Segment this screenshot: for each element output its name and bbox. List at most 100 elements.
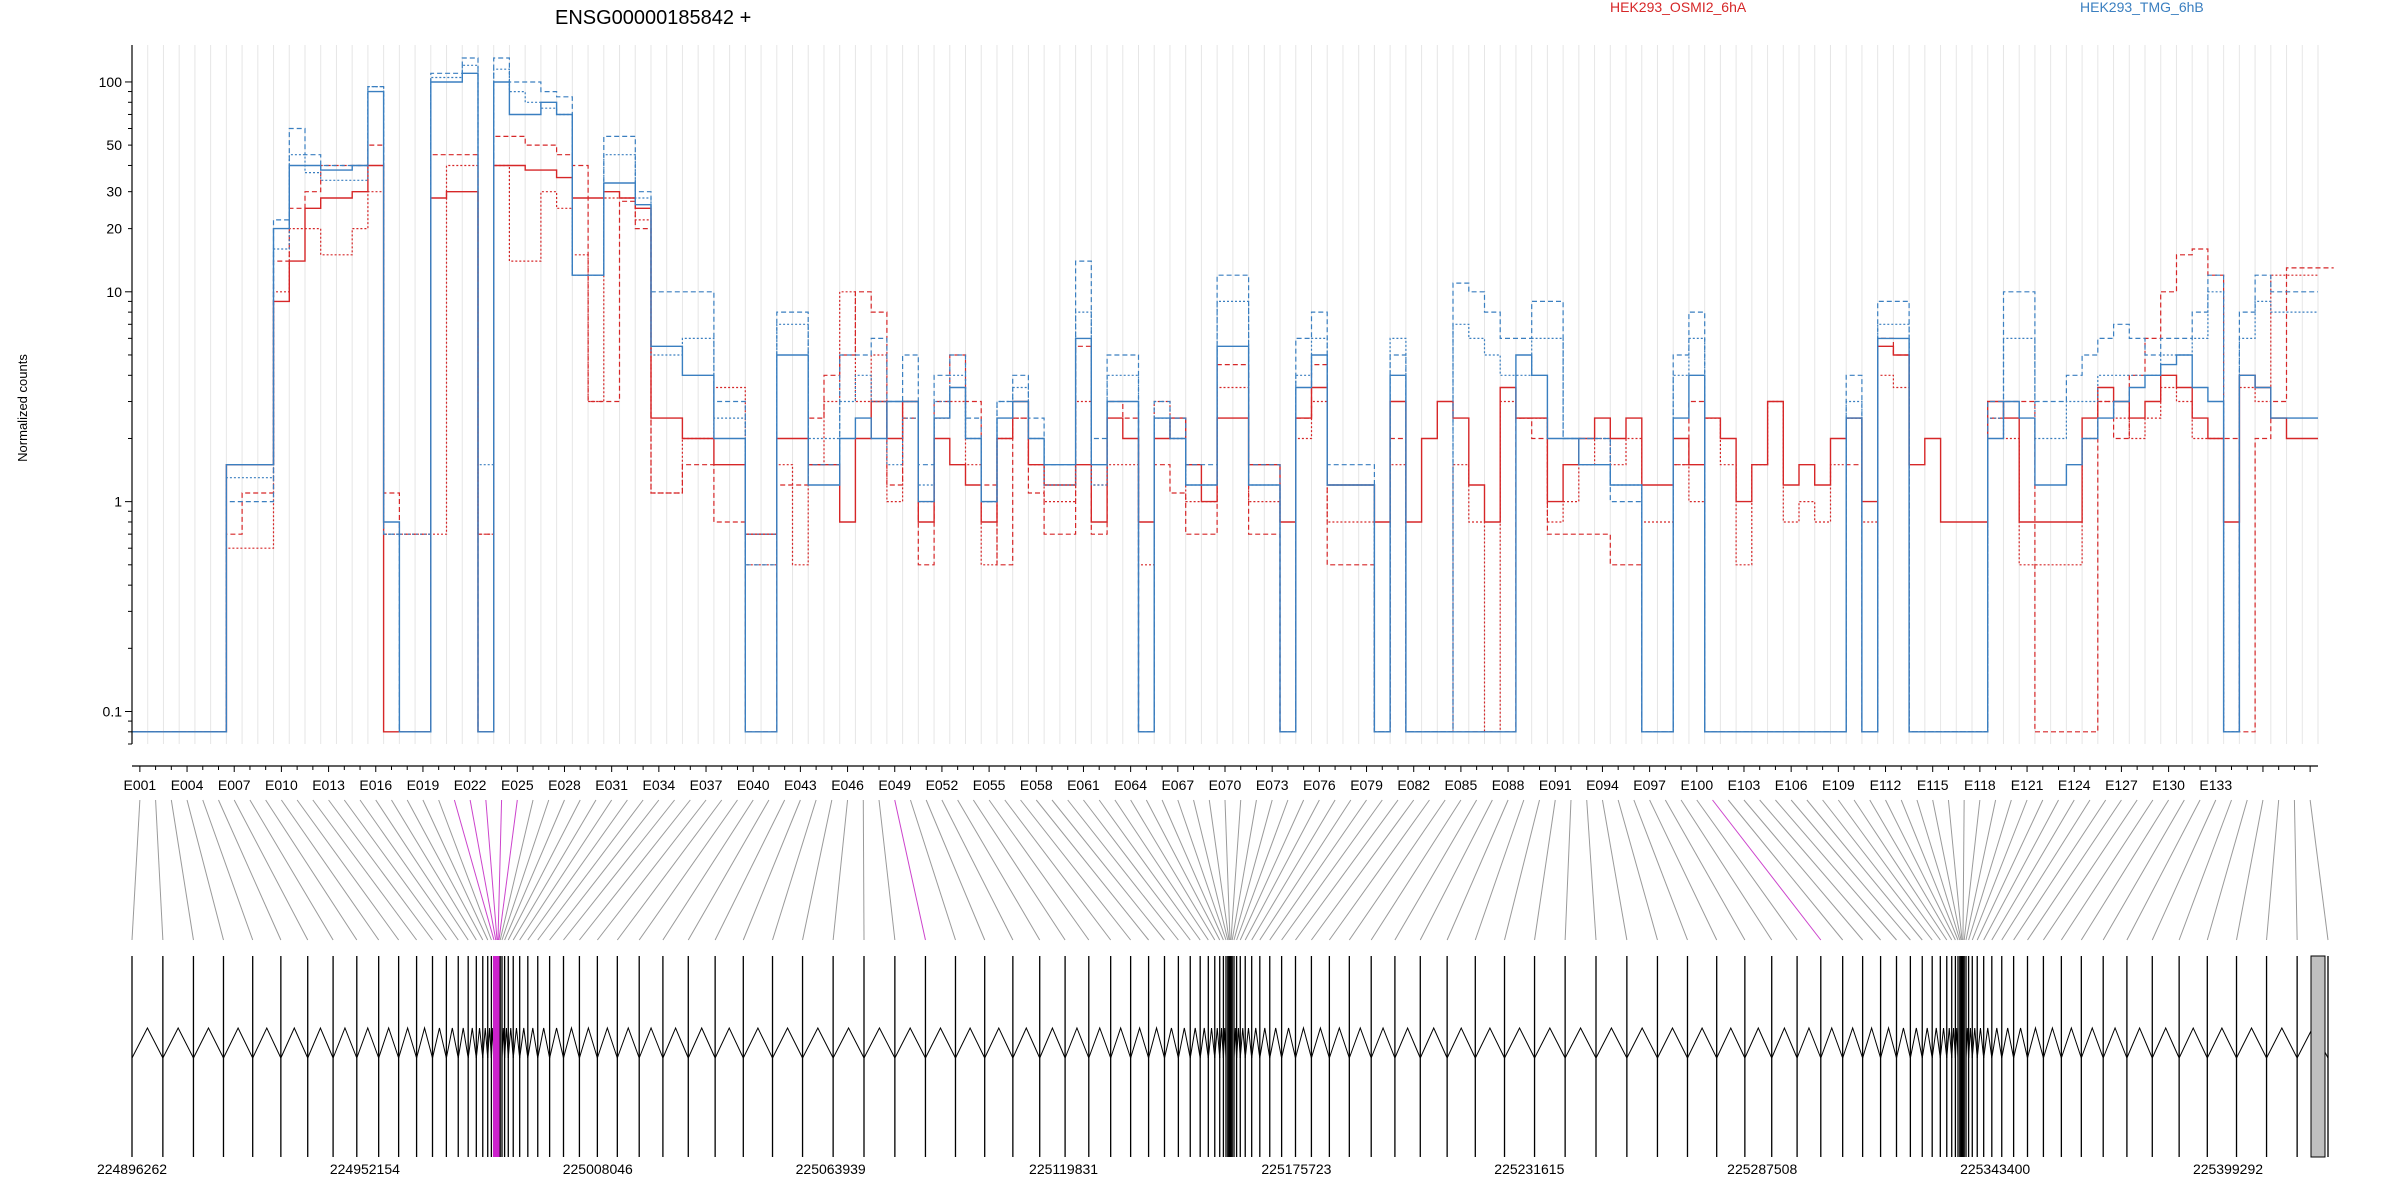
genomic-coordinate-label: 225399292	[2193, 1161, 2263, 1177]
exon-connector	[2027, 799, 2122, 941]
intron-connector	[467, 1027, 477, 1059]
exon-connector	[1145, 799, 1221, 941]
x-tick-label: E031	[595, 777, 628, 793]
exon-connector	[1712, 799, 1822, 941]
exon-connector	[485, 799, 498, 941]
x-tick-label: E088	[1492, 777, 1525, 793]
exon-connector	[1664, 799, 1746, 941]
intron-connector	[955, 1026, 986, 1059]
intron-connector	[578, 1026, 598, 1059]
exon-connector	[862, 799, 865, 941]
x-tick-label: E004	[171, 777, 204, 793]
genomic-coordinate-labels: 224896262 224952154 225008046 225063939 2251…	[97, 1161, 2263, 1177]
exon-connector	[422, 799, 489, 941]
intron-connector	[1199, 1027, 1209, 1059]
intron-connector	[1244, 1027, 1253, 1059]
exon-connector	[1759, 799, 1881, 941]
exon-connector-lines	[131, 799, 2329, 941]
x-tick-label: E046	[831, 777, 864, 793]
x-tick-label: E112	[1870, 777, 1902, 793]
intron-connector	[332, 1026, 358, 1059]
intron-connector	[432, 1027, 447, 1059]
genomic-coordinate-label: 224896262	[97, 1161, 167, 1177]
exon-connector	[499, 799, 534, 941]
exon-connector	[1230, 799, 1242, 941]
x-tick-label: E106	[1775, 777, 1808, 793]
exon-connector	[1932, 799, 1962, 941]
intron-connector	[894, 1026, 926, 1059]
terminal-exon-block	[2310, 955, 2326, 1158]
exon-connector	[772, 799, 817, 941]
intron-connector	[1130, 1026, 1150, 1059]
intron-connector	[925, 1026, 956, 1059]
x-axis: E001 E004 E007 E010 E013 E016 E019 E022 E025 E028…	[124, 765, 2318, 793]
exon-connector	[1564, 799, 1572, 941]
exon-connector	[131, 799, 141, 941]
intron-connector	[527, 1027, 539, 1059]
exon-connector	[527, 799, 628, 941]
intron-connector	[1626, 1026, 1658, 1059]
exon-connector	[501, 799, 550, 941]
exon-connector	[1394, 799, 1478, 941]
exon-connector	[1259, 799, 1352, 941]
intron-connector	[1164, 1027, 1179, 1059]
exon-connector	[1051, 799, 1165, 941]
intron-connector	[1657, 1026, 1688, 1059]
x-tick-label: E022	[454, 777, 487, 793]
intron-connector	[1088, 1026, 1112, 1059]
y-tick-label: 50	[106, 137, 122, 153]
exon-connector	[1067, 799, 1179, 941]
exon-connector	[265, 799, 358, 941]
y-tick-label: 100	[99, 74, 123, 90]
intron-connector	[1328, 1026, 1350, 1059]
exon-connector	[687, 799, 770, 941]
exon-connector	[1236, 799, 1289, 941]
intron-connector	[1207, 1027, 1216, 1059]
exon-connector	[1727, 799, 1844, 941]
exon-connector	[596, 799, 707, 941]
genomic-coordinate-label: 225063939	[796, 1161, 866, 1177]
exon-connector	[1224, 799, 1231, 941]
exon-connector	[1311, 799, 1415, 941]
exon-connector	[2102, 799, 2185, 941]
intron-connector	[832, 1026, 865, 1059]
exon-connector	[233, 799, 309, 941]
exon-connector	[1916, 799, 1961, 941]
genomic-coordinate-label: 225287508	[1727, 1161, 1797, 1177]
x-tick-label: E097	[1633, 777, 1666, 793]
exon-connector	[391, 799, 477, 941]
exon-connector	[1446, 799, 1509, 941]
y-tick-label: 20	[106, 221, 122, 237]
exon-connector	[1869, 799, 1953, 941]
x-tick-label: E082	[1397, 777, 1430, 793]
x-tick-label: E085	[1445, 777, 1478, 793]
intron-connector	[2151, 1026, 2180, 1059]
exon-connector	[1239, 799, 1305, 941]
intron-connector	[1177, 1027, 1191, 1059]
exon-connector	[343, 799, 447, 941]
intron-connector	[416, 1026, 433, 1059]
exon-connector	[2013, 799, 2107, 941]
intron-connector	[1148, 1026, 1165, 1059]
intron-connector	[549, 1027, 564, 1059]
intron-connector	[2206, 1026, 2237, 1059]
exon-connector	[2126, 799, 2201, 941]
exon-connector	[1853, 799, 1948, 941]
exon-connector	[1534, 799, 1556, 941]
intron-connector	[1259, 1027, 1271, 1059]
intron-connector	[1896, 1027, 1911, 1059]
exon-connector	[662, 799, 754, 941]
exon-connector	[878, 799, 896, 941]
y-tick-label: 10	[106, 284, 122, 300]
exon-connector	[2236, 799, 2264, 941]
intron-connector	[1880, 1026, 1897, 1059]
exon-connector	[170, 799, 194, 941]
exon-connector	[1649, 799, 1718, 941]
series-line	[132, 64, 2318, 733]
exon-connector	[1680, 799, 1773, 941]
genomic-coordinate-label: 225175723	[1261, 1161, 1331, 1177]
x-tick-label: E124	[2058, 777, 2091, 793]
plot-grid	[131, 45, 2319, 744]
intron-connector	[2060, 1026, 2082, 1059]
